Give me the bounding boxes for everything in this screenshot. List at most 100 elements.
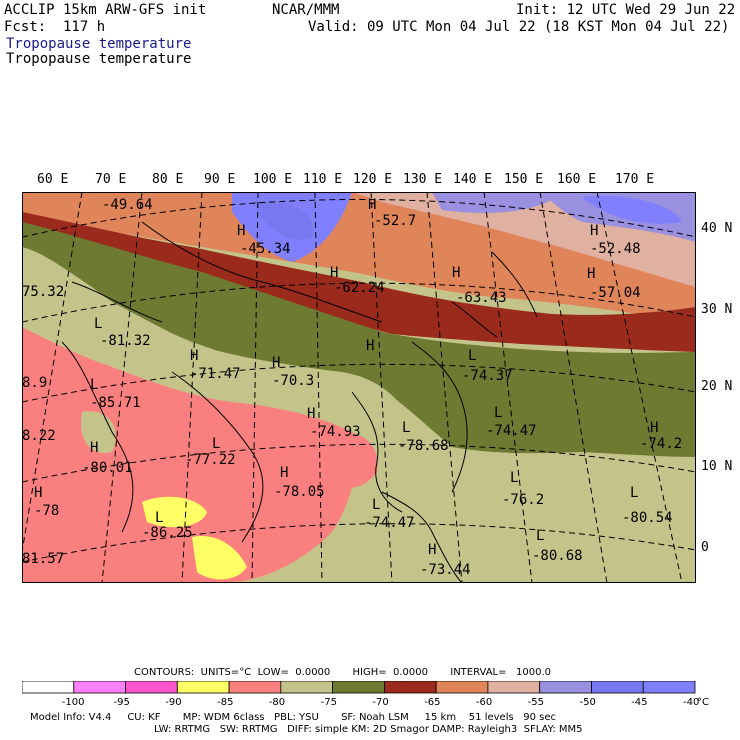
longitude-line	[370, 192, 393, 583]
extremum-label: -45.34	[240, 241, 291, 257]
shading-band	[22, 212, 696, 352]
extremum-label: -78.05	[274, 484, 325, 500]
color-scale-cell	[435, 681, 489, 694]
lon-label: 150 E	[504, 172, 544, 187]
color-scale-cell	[332, 681, 385, 694]
shading-band	[142, 496, 207, 528]
color-scale-tick-label: -70	[372, 697, 388, 707]
extremum-label: L	[510, 470, 518, 486]
map-frame	[22, 192, 696, 583]
extremum-label: L	[468, 348, 476, 364]
shading-band	[582, 195, 682, 224]
longitude-line	[101, 192, 143, 583]
extremum-label: H	[280, 465, 288, 481]
extremum-label: H	[272, 355, 280, 371]
coastline	[171, 371, 264, 543]
latitude-line	[22, 443, 696, 483]
color-scale-tick-label: -55	[528, 697, 544, 707]
lon-label: 160 E	[557, 172, 597, 187]
color-scale-cell	[176, 681, 230, 694]
coastline	[351, 391, 403, 513]
extremum-label: H	[90, 440, 98, 456]
extremum-label: H	[368, 197, 376, 213]
extremum-label: -74.37	[462, 368, 513, 384]
latitude-line	[22, 282, 696, 323]
color-scale-unit: °C	[697, 697, 709, 707]
coastline	[381, 491, 463, 583]
color-scale-tick-label: -45	[631, 697, 647, 707]
lon-label: 100 E	[253, 172, 293, 187]
extremum-label: -80.54	[622, 510, 673, 526]
color-scale-tick-label: -95	[114, 697, 130, 707]
extremum-label: -74.47	[486, 423, 537, 439]
extremum-label: H	[366, 338, 374, 354]
color-scale-tick-label: -40	[683, 697, 699, 707]
lon-label: 110 E	[303, 172, 343, 187]
extremum-label: -52.48	[590, 241, 641, 257]
longitude-line	[251, 192, 259, 583]
color-scale-tick-label: -65	[424, 697, 440, 707]
extremum-label: H	[34, 485, 42, 501]
init-time: Init: 12 UTC Wed 29 Jun 22	[516, 2, 736, 18]
latitude-line	[22, 199, 696, 238]
extremum-label: -76.2	[502, 492, 544, 508]
extremum-label: L	[494, 405, 502, 421]
coastline	[141, 221, 383, 323]
extremum-label: -52.7	[374, 213, 416, 229]
longitude-line	[181, 192, 203, 583]
lon-label: 80 E	[152, 172, 184, 187]
color-scale-tick-label: -100	[62, 697, 85, 707]
extremum-label: -78	[34, 503, 59, 519]
longitude-line	[596, 192, 683, 583]
extremum-label: -80.01	[82, 460, 133, 476]
extremum-label: 75.32	[22, 284, 64, 300]
extremum-label: L	[155, 510, 163, 526]
shading-band	[432, 192, 562, 213]
extremum-label: H	[190, 348, 198, 364]
coastline	[71, 281, 163, 323]
lat-label: 0	[701, 540, 709, 555]
longitude-line	[426, 192, 463, 583]
center-label: NCAR/MMM	[272, 2, 340, 18]
color-scale-cell	[487, 681, 541, 694]
shading-band	[22, 222, 696, 457]
extremum-label: -49.64	[102, 197, 153, 213]
lon-label: 90 E	[204, 172, 236, 187]
model-title: ACCLIP 15km ARW-GFS init	[4, 2, 207, 18]
color-scale-bar: -100 -95 -90 -85 -80 -75 -70 -65 -60 -55 -50 -45 -40…	[22, 681, 709, 707]
contour-info: CONTOURS: UNITS=°C LOW= 0.0000 HIGH= 0.0…	[134, 667, 552, 678]
longitude-line	[483, 192, 533, 583]
extremum-label: -57.04	[590, 285, 641, 301]
longitude-line	[22, 192, 83, 553]
extremum-label: H	[428, 542, 436, 558]
lon-label: 170 E	[615, 172, 655, 187]
lat-label: 30 N	[701, 302, 733, 317]
color-scale-tick-label: -85	[217, 697, 233, 707]
graticule	[22, 192, 696, 583]
extremum-label: -74.47	[364, 515, 415, 531]
lon-label: 140 E	[453, 172, 493, 187]
extremum-label: -62.24	[334, 280, 385, 296]
extremum-label: -74.93	[310, 424, 361, 440]
lon-label: 60 E	[37, 172, 69, 187]
color-scale-cell	[591, 681, 644, 694]
shading-band	[322, 430, 378, 488]
tropopause-temperature-map: -49.64 H -52.7 H -52.48 H -45.34 H -62.2…	[22, 192, 696, 583]
color-scale-tick-label: -75	[321, 697, 337, 707]
lon-label: 130 E	[403, 172, 443, 187]
color-scale-cell	[383, 681, 437, 694]
color-scale-tick-label: -50	[580, 697, 596, 707]
color-scale-cell	[642, 681, 696, 694]
forecast-hour: Fcst: 117 h	[4, 19, 106, 35]
extremum-label: 81.57	[22, 551, 64, 567]
extrema-labels: -49.64 H -52.7 H -52.48 H -45.34 H -62.2…	[22, 197, 682, 578]
extremum-label: H	[590, 223, 598, 239]
latitude-line	[22, 363, 696, 403]
extremum-label: H	[330, 265, 338, 281]
extremum-label: -85.71	[90, 395, 141, 411]
extremum-label: H	[587, 266, 595, 282]
color-scale-cell	[22, 681, 75, 694]
color-scale-cell	[228, 681, 282, 694]
color-scale-cell	[539, 681, 592, 694]
lat-label: 20 N	[701, 379, 733, 394]
